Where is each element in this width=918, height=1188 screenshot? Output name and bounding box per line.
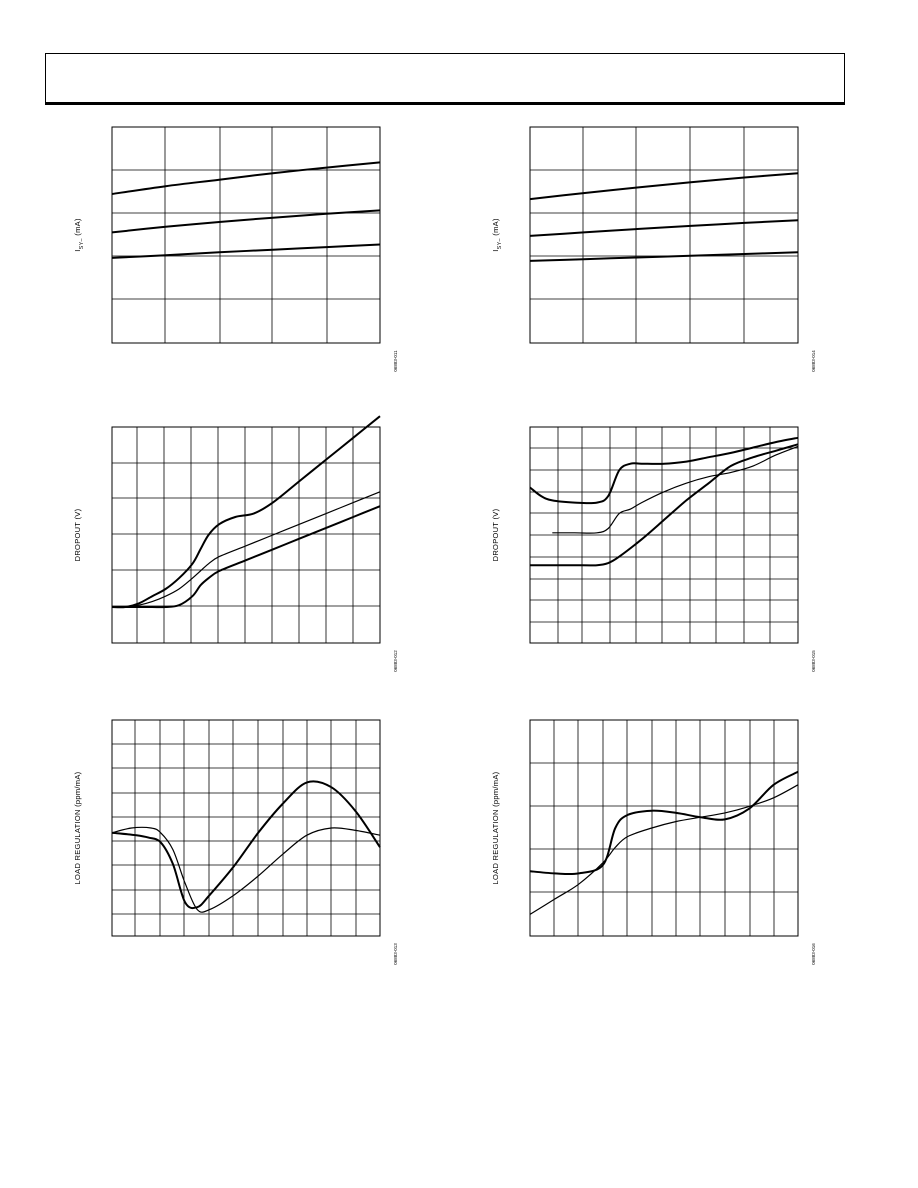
chart-6-grid xyxy=(530,720,798,936)
chart-4-grid xyxy=(530,427,798,643)
chart-6-ylabel: LOAD REGULATION (ppm/mA) xyxy=(491,771,500,884)
chart-3-series xyxy=(111,415,381,609)
chart-2-series-line-1 xyxy=(529,219,799,237)
chart-5-grid xyxy=(112,720,380,936)
chart-6-series-line-0 xyxy=(529,770,799,876)
chart-2-ylabel-subscript: SY– xyxy=(497,237,503,249)
chart-6-frame xyxy=(529,719,799,937)
chart-6-series xyxy=(529,770,799,915)
chart-6-figure-id: 06883-016 xyxy=(811,943,816,965)
chart-1-grid xyxy=(112,127,380,343)
chart-2-series xyxy=(529,172,799,262)
chart-1-figure-id: 06883-011 xyxy=(393,350,398,372)
chart-4-ylabel: DROPOUT (V) xyxy=(491,508,500,561)
chart-5-series-line-0 xyxy=(111,780,381,910)
chart-4-series-line-2 xyxy=(530,443,799,567)
chart-2-frame xyxy=(529,126,799,344)
chart-5-series xyxy=(111,780,381,913)
chart-1-series xyxy=(111,161,381,259)
chart-3-ylabel: DROPOUT (V) xyxy=(73,508,82,561)
chart-3-series-line-2 xyxy=(111,505,381,609)
chart-4-series-line-1 xyxy=(552,445,799,534)
chart-1: ISY– (mA) 06883-011 xyxy=(73,126,398,372)
chart-3-frame xyxy=(111,426,381,644)
page-header-box xyxy=(45,53,845,103)
chart-4: DROPOUT (V) 06883-015 xyxy=(491,426,816,672)
chart-3-figure-id: 06883-012 xyxy=(393,650,398,672)
chart-1-ylabel: ISY– (mA) xyxy=(73,218,85,252)
chart-3: DROPOUT (V) 06883-012 xyxy=(73,415,398,672)
chart-1-frame xyxy=(111,126,381,344)
chart-4-series-line-0 xyxy=(529,436,799,505)
chart-2-grid xyxy=(530,127,798,343)
chart-3-series-line-0 xyxy=(111,415,381,609)
chart-5-ylabel: LOAD REGULATION (ppm/mA) xyxy=(73,771,82,884)
chart-5-figure-id: 06883-013 xyxy=(393,943,398,965)
chart-2-series-line-0 xyxy=(529,172,799,201)
chart-1-series-line-2 xyxy=(111,243,381,259)
page-header-rule xyxy=(45,103,845,105)
chart-4-series xyxy=(529,436,799,567)
chart-1-series-line-1 xyxy=(111,209,381,234)
chart-2-series-line-2 xyxy=(529,251,799,262)
chart-2-figure-id: 06883-014 xyxy=(811,350,816,372)
chart-5: LOAD REGULATION (ppm/mA) 06883-013 xyxy=(73,719,398,965)
chart-2: ISY– (mA) 06883-014 xyxy=(491,126,816,372)
chart-3-grid xyxy=(112,427,380,643)
chart-6: LOAD REGULATION (ppm/mA) 06883-016 xyxy=(491,719,816,965)
chart-5-frame xyxy=(111,719,381,937)
chart-3-series-line-1 xyxy=(111,491,381,608)
chart-1-ylabel-subscript: SY– xyxy=(79,237,85,249)
chart-1-series-line-0 xyxy=(111,161,381,195)
chart-5-series-line-1 xyxy=(111,826,381,913)
chart-6-series-line-1 xyxy=(529,784,799,915)
chart-2-ylabel: ISY– (mA) xyxy=(491,218,503,252)
chart-4-figure-id: 06883-015 xyxy=(811,650,816,672)
